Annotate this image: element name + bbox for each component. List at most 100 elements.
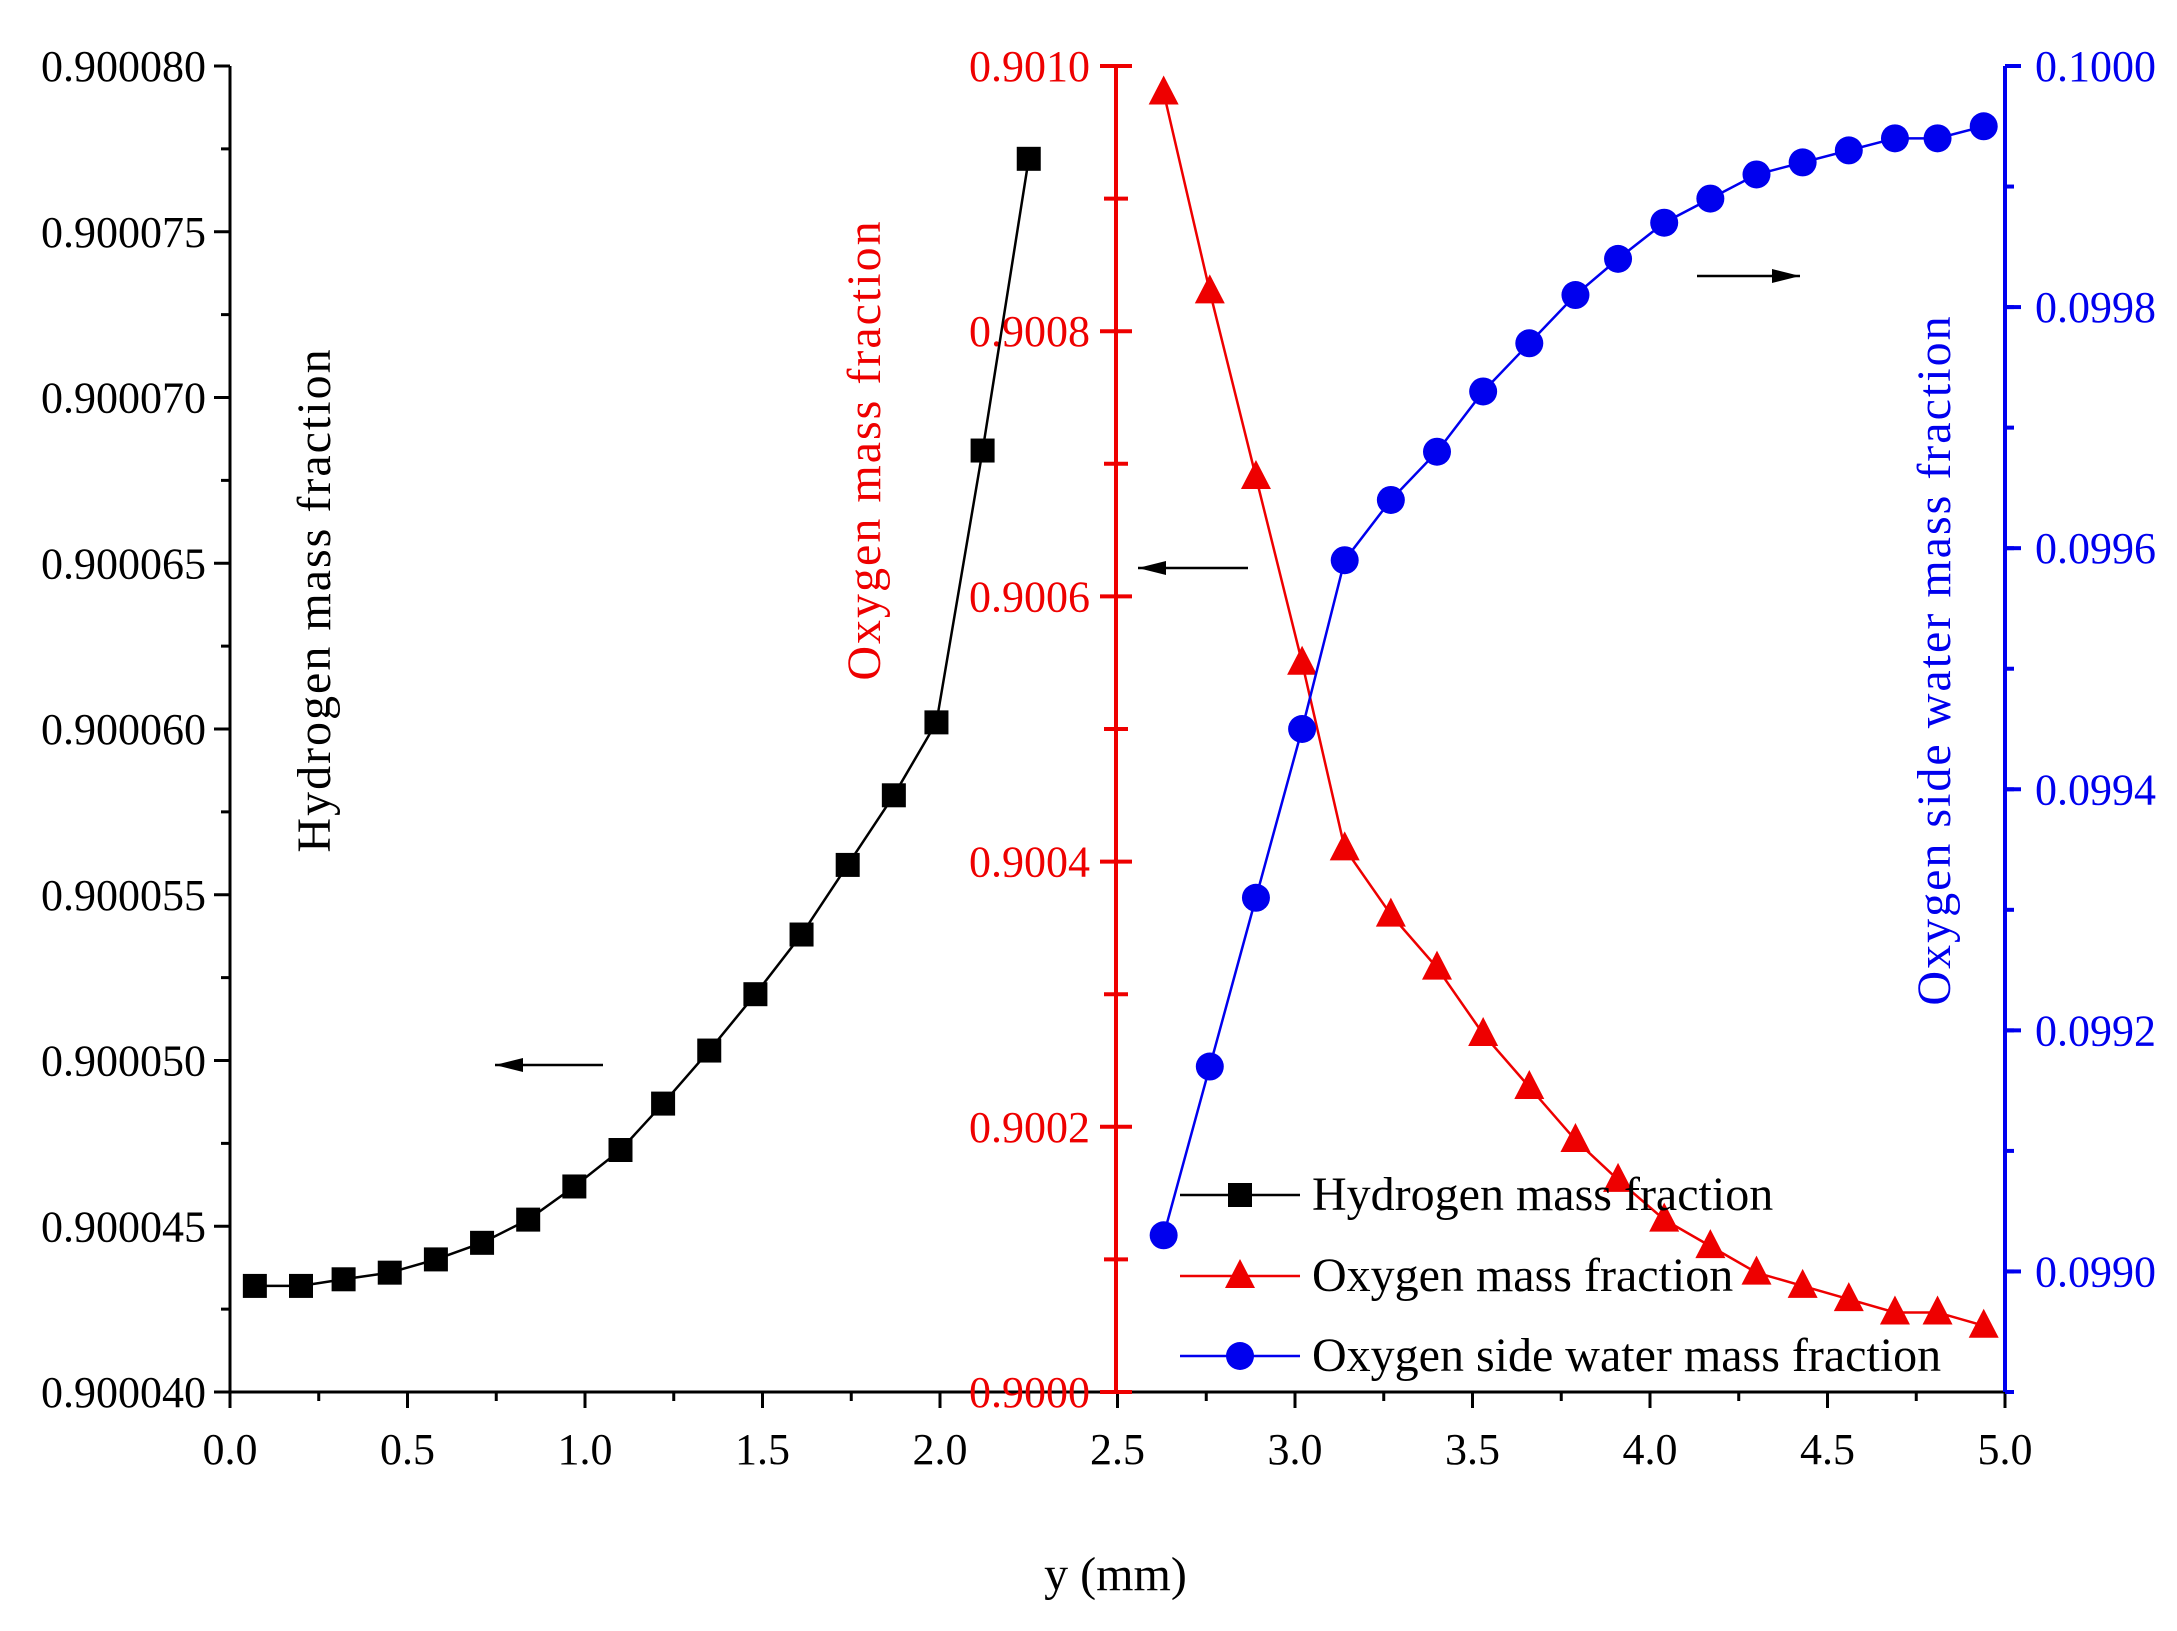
- x-tick-label: 2.0: [913, 1425, 968, 1474]
- middle-y-tick-label: 0.9002: [969, 1103, 1090, 1152]
- left-y-tick-label: 0.900070: [41, 374, 206, 423]
- data-point-triangle: [1879, 1295, 1910, 1325]
- data-point-circle: [1515, 329, 1544, 358]
- legend-entry-triangle: Oxygen mass fraction: [1180, 1249, 1733, 1302]
- legend-entry-circle: Oxygen side water mass fraction: [1180, 1329, 1941, 1382]
- data-point-square: [470, 1230, 495, 1255]
- data-point-circle: [1880, 124, 1909, 153]
- data-point-square: [289, 1273, 313, 1298]
- x-tick-label: 3.5: [1445, 1425, 1500, 1474]
- middle-y-axis-label: Oxygen mass fraction: [838, 219, 891, 680]
- left-y-tick-label: 0.900065: [41, 539, 206, 588]
- water-axis-arrow: [1697, 269, 1800, 283]
- legend-marker-triangle: [1225, 1259, 1255, 1288]
- data-point-triangle: [1787, 1268, 1818, 1298]
- left-y-axis-label: Hydrogen mass fraction: [288, 347, 341, 852]
- x-tick-label: 1.0: [558, 1425, 613, 1474]
- legend-label: Oxygen mass fraction: [1312, 1249, 1733, 1302]
- data-point-triangle: [1922, 1295, 1953, 1325]
- data-point-square: [651, 1091, 676, 1116]
- x-tick-label: 4.5: [1800, 1425, 1855, 1474]
- data-point-triangle: [1649, 1202, 1680, 1232]
- data-point-square: [331, 1267, 356, 1292]
- middle-y-tick-label: 0.9004: [969, 838, 1090, 887]
- middle-y-tick-label: 0.9008: [969, 307, 1090, 356]
- data-point-circle: [1742, 160, 1771, 189]
- hydrogen-axis-arrow: [495, 1058, 603, 1072]
- middle-y-tick-label: 0.9006: [969, 572, 1090, 621]
- data-point-square: [242, 1273, 267, 1298]
- data-point-square: [608, 1138, 633, 1163]
- data-point-triangle: [1695, 1229, 1726, 1259]
- series-layer: [242, 75, 1999, 1338]
- data-point-triangle: [1375, 897, 1406, 927]
- x-tick-label: 4.0: [1623, 1425, 1678, 1474]
- legend-entry-square: Hydrogen mass fraction: [1180, 1168, 1773, 1221]
- data-point-square: [970, 438, 995, 463]
- x-tick-label: 0.0: [203, 1425, 258, 1474]
- middle-y-tick-label: 0.9010: [969, 42, 1090, 91]
- annotation-layer: [495, 269, 1800, 1072]
- series-line-square: [254, 158, 1030, 1288]
- data-point-circle: [1288, 715, 1317, 743]
- oxygen-axis-arrow: [1138, 561, 1248, 575]
- data-point-circle: [1195, 1052, 1224, 1081]
- data-point-triangle: [1560, 1123, 1591, 1153]
- left-y-tick-label: 0.900055: [41, 871, 206, 920]
- data-point-circle: [1376, 485, 1405, 514]
- oxygen-axis-arrow-head: [1138, 561, 1166, 575]
- x-tick-label: 2.5: [1090, 1425, 1145, 1474]
- data-point-circle: [1969, 112, 1998, 141]
- data-point-circle: [1149, 1221, 1178, 1250]
- data-point-circle: [1788, 148, 1817, 177]
- data-point-square: [835, 852, 860, 877]
- right-y-tick-label: 0.0992: [2035, 1006, 2156, 1055]
- data-point-triangle: [1833, 1282, 1864, 1312]
- data-point-circle: [1923, 124, 1952, 153]
- left-y-tick-label: 0.900040: [41, 1368, 206, 1417]
- data-point-circle: [1650, 208, 1679, 237]
- data-point-circle: [1469, 377, 1498, 406]
- left-y-tick-label: 0.900075: [41, 208, 206, 257]
- data-point-circle: [1241, 883, 1270, 912]
- data-point-triangle: [1741, 1255, 1772, 1285]
- data-point-square: [743, 982, 768, 1007]
- left-y-tick-label: 0.900060: [41, 705, 206, 754]
- water-axis-arrow-head: [1772, 269, 1800, 283]
- legend-label: Oxygen side water mass fraction: [1312, 1329, 1941, 1382]
- legend-marker-square: [1228, 1183, 1252, 1207]
- data-point-triangle: [1240, 460, 1271, 490]
- data-point-square: [924, 710, 949, 735]
- right-y-tick-label: 0.0994: [2035, 765, 2156, 814]
- data-point-triangle: [1148, 75, 1179, 105]
- data-point-square: [516, 1207, 541, 1232]
- x-tick-label: 5.0: [1978, 1425, 2033, 1474]
- data-point-square: [423, 1247, 448, 1272]
- data-point-triangle: [1287, 645, 1318, 675]
- left-y-tick-label: 0.900050: [41, 1037, 206, 1086]
- x-tick-label: 3.0: [1268, 1425, 1323, 1474]
- right-y-tick-label: 0.0990: [2035, 1247, 2156, 1296]
- data-point-triangle: [1422, 950, 1452, 980]
- legend-label: Hydrogen mass fraction: [1312, 1168, 1773, 1221]
- x-axis-label: y (mm): [1044, 1548, 1187, 1601]
- data-point-square: [697, 1038, 722, 1063]
- data-point-circle: [1834, 136, 1863, 165]
- data-point-triangle: [1329, 831, 1360, 861]
- x-tick-label: 0.5: [380, 1425, 435, 1474]
- axes-layer: 0.0 0.5 1.0 1.5 2.0 2.5 3.0 3.5 4.0 4.5 5.0 y (mm) 0…: [41, 42, 2156, 1601]
- data-point-square: [377, 1260, 402, 1285]
- right-y-axis-label: Oxygen side water mass fraction: [1908, 314, 1961, 1005]
- data-point-triangle: [1194, 274, 1225, 304]
- right-y-tick-label: 0.0996: [2035, 524, 2156, 573]
- data-point-circle: [1330, 546, 1359, 575]
- middle-y-tick-label: 0.9000: [969, 1368, 1090, 1417]
- hydrogen-axis-arrow-head: [495, 1058, 523, 1072]
- right-y-tick-label: 0.1000: [2035, 42, 2156, 91]
- data-point-triangle: [1603, 1162, 1634, 1192]
- data-point-circle: [1561, 281, 1590, 310]
- data-point-square: [562, 1174, 587, 1199]
- legend-marker-circle: [1226, 1342, 1254, 1370]
